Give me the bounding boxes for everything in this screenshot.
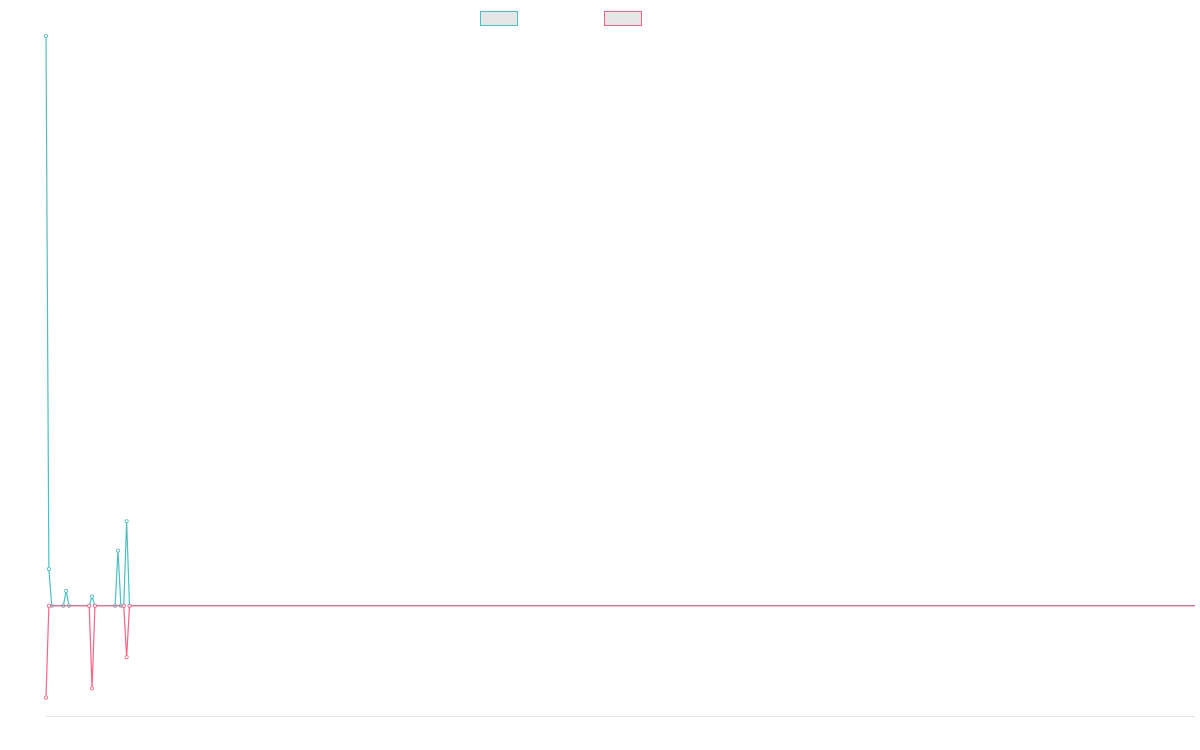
series-1-point[interactable]	[90, 594, 95, 599]
series-2	[44, 603, 1195, 700]
legend-item-series-2[interactable]	[604, 9, 648, 27]
series-2-point[interactable]	[44, 695, 49, 700]
series-2-point[interactable]	[87, 603, 92, 608]
legend-item-series-1[interactable]	[480, 9, 524, 27]
series-1-point[interactable]	[124, 519, 129, 524]
series-2-point[interactable]	[46, 603, 51, 608]
series-2-point[interactable]	[121, 603, 126, 608]
series-2-line	[45, 605, 1195, 698]
series-2-point[interactable]	[92, 603, 97, 608]
series-1-point[interactable]	[44, 34, 49, 39]
series-1-line	[45, 35, 1195, 607]
series-2-point[interactable]	[127, 603, 132, 608]
series-1-point[interactable]	[115, 548, 120, 553]
series-2-point[interactable]	[90, 686, 95, 691]
series-2-point[interactable]	[124, 655, 129, 660]
legend-swatch-series-1	[480, 10, 518, 26]
legend-swatch-series-2	[604, 10, 642, 26]
series-1-point[interactable]	[64, 589, 69, 594]
series-1-point[interactable]	[46, 566, 51, 571]
legend	[0, 9, 1200, 27]
series-1	[44, 34, 1195, 608]
